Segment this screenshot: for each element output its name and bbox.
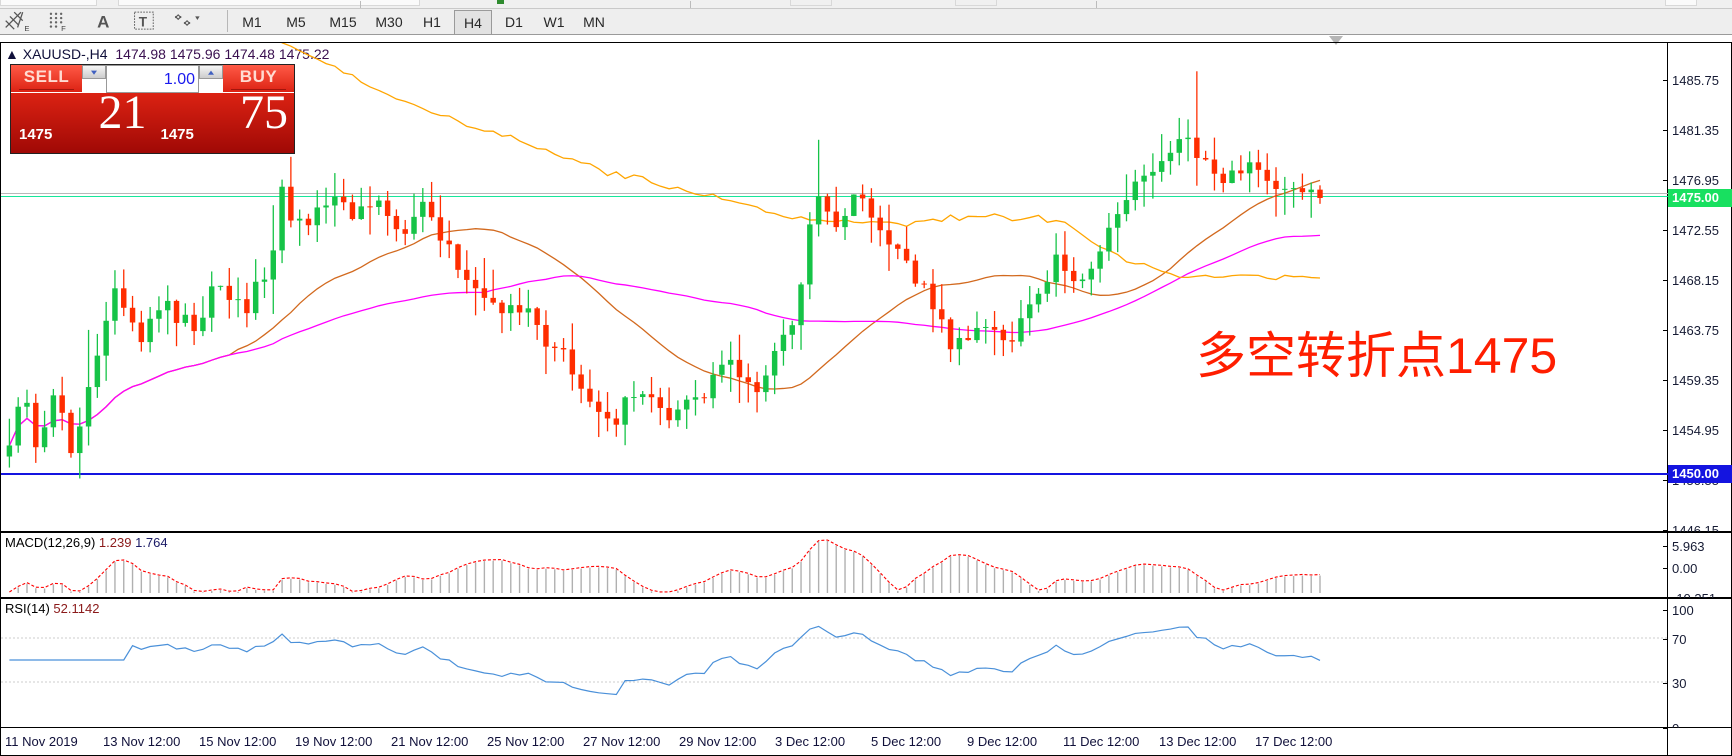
svg-text:A: A <box>97 12 109 31</box>
svg-text:F: F <box>61 24 66 33</box>
svg-text:E: E <box>24 24 29 33</box>
svg-text:T: T <box>139 15 148 30</box>
